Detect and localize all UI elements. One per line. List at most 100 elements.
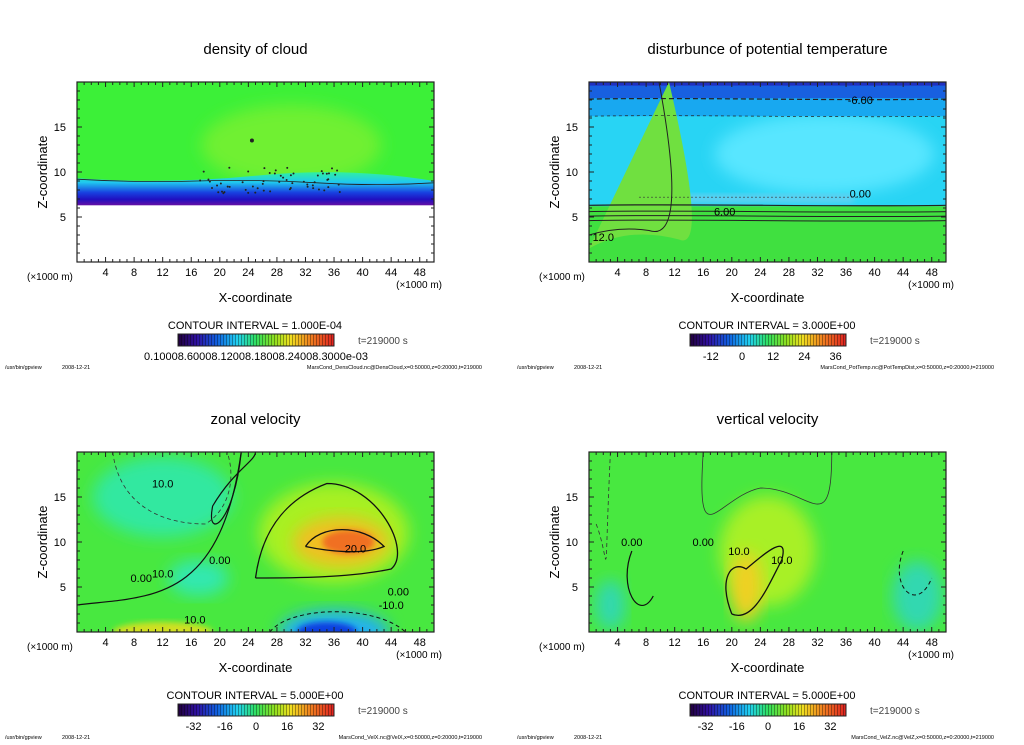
y-tick-label: 5 [60,582,66,594]
contour-speckle [207,178,209,180]
plot-area: 10.020.010.00.000.0010.0-10.00.00 [77,452,434,654]
contour-speckle [242,181,244,183]
contour-label: 10.0 [152,479,173,491]
y-tick-label: 15 [566,122,578,134]
footer-file: MarsCond_PotTemp.nc@PotTempDist,x=0:5000… [820,365,994,371]
contour-label: 0.00 [131,573,152,585]
x-tick-label: 32 [299,267,311,279]
contour-label: 10.0 [728,546,749,558]
x-tick-label: 32 [811,637,823,649]
x-tick-label: 36 [328,637,340,649]
footer-date: 2008-12-21 [62,735,90,740]
x-tick-label: 8 [131,267,137,279]
contour-interval: CONTOUR INTERVAL = 5.000E+00 [679,690,856,702]
colorbar-tick-label: 16 [281,721,293,733]
contour-speckle [336,169,338,171]
contour-speckle [291,182,293,184]
footer-program: /usr/bin/gpview [517,365,554,371]
colorbar-label: 0.10008.60008.12008.18008.24008.3000e-03 [144,351,368,363]
contour-speckle [229,186,231,188]
footer-program: /usr/bin/gpview [517,735,554,740]
x-tick-label: 48 [926,637,938,649]
x-unit-label-left: (×1000 m) [27,272,73,283]
colorbar-tick-label: 0 [739,351,745,363]
contour-speckle [286,179,288,181]
x-unit-label-right: (×1000 m) [396,650,442,661]
contour-speckle [220,182,222,184]
contour-interval: CONTOUR INTERVAL = 3.000E+00 [679,320,856,332]
x-axis-label: X-coordinate [731,660,805,675]
contour-interval: CONTOUR INTERVAL = 5.000E+00 [167,690,344,702]
y-tick-label: 10 [54,167,66,179]
colorbar-frame [690,704,846,716]
x-tick-label: 44 [897,637,909,649]
contour-speckle [247,192,249,194]
x-unit-label-right: (×1000 m) [396,280,442,291]
contour-speckle [323,189,325,191]
x-tick-label: 40 [868,637,880,649]
x-tick-label: 8 [643,637,649,649]
y-tick-label: 15 [54,122,66,134]
contour-speckle [282,177,284,179]
contour-speckle [290,174,292,176]
x-tick-label: 4 [102,267,108,279]
field-blob [892,561,942,631]
y-tick-label: 15 [54,492,66,504]
panel-title: disturbunce of potential temperature [647,41,887,58]
x-tick-label: 4 [614,267,620,279]
x-tick-label: 32 [811,267,823,279]
contour-speckle [274,172,276,174]
contour-speckle [247,171,249,173]
plot-area: 10.00.00 0.0010.0 [589,452,946,632]
contour-speckle [275,169,277,171]
contour-speckle [339,191,341,193]
contour-speckle [216,184,218,186]
figure: density of cloud4 8 12 16 20 24 28 32 36 40 44 4851… [0,0,1024,740]
contour-speckle [269,190,271,192]
contour-speckle [328,172,330,174]
y-tick-label: 10 [566,167,578,179]
contour-speckle [278,181,280,183]
contour-label: 10.0 [152,569,173,581]
field-blob [93,457,233,537]
x-tick-label: 40 [356,637,368,649]
time-label: t=219000 s [870,336,920,347]
colorbar-tick-label: -32 [186,721,202,733]
contour-label: 10.0 [184,614,205,626]
colorbar-tick-label: 24 [798,351,810,363]
x-tick-label: 12 [669,267,681,279]
time-label: t=219000 s [358,336,408,347]
contour-speckle [334,174,336,176]
x-tick-label: 20 [214,267,226,279]
contour-label: 0.00 [693,537,714,549]
colorbar-tick-label: 32 [824,721,836,733]
field-blob [595,580,625,630]
x-tick-label: 36 [840,267,852,279]
field-blob [715,114,935,194]
contour-speckle [263,180,265,182]
contour-speckle [257,187,259,189]
x-tick-label: 36 [328,267,340,279]
panel-title: zonal velocity [210,411,301,428]
x-tick-label: 36 [840,637,852,649]
x-tick-label: 8 [643,267,649,279]
y-tick-label: 5 [60,212,66,224]
x-tick-label: 28 [271,637,283,649]
footer-program: /usr/bin/gpview [5,365,42,371]
footer-file: MarsCond_VelZ.nc@VelZ,x=0:50000,z=0:2000… [851,735,994,740]
footer-file: MarsCond_DensCloud.nc@DensCloud,x=0:5000… [307,365,482,371]
contour-speckle [307,186,309,188]
contour-speckle [221,191,223,193]
color-field [589,82,946,262]
footer-file: MarsCond_VelX.nc@VelX,x=0:50000,z=0:2000… [339,735,482,740]
contour-speckle [322,173,324,175]
x-tick-label: 24 [242,637,254,649]
contour-label: -10.0 [379,600,404,612]
contour-speckle [254,192,256,194]
field-blob [730,552,762,622]
colorbar-tick-label: -12 [703,351,719,363]
contour-speckle [327,186,329,188]
colorbar-tick-label: -16 [217,721,233,733]
panel-vertical-velocity: vertical velocity10.00.00 0.0010.04 8 12 16 2… [517,411,994,740]
contour-speckle [262,183,264,185]
